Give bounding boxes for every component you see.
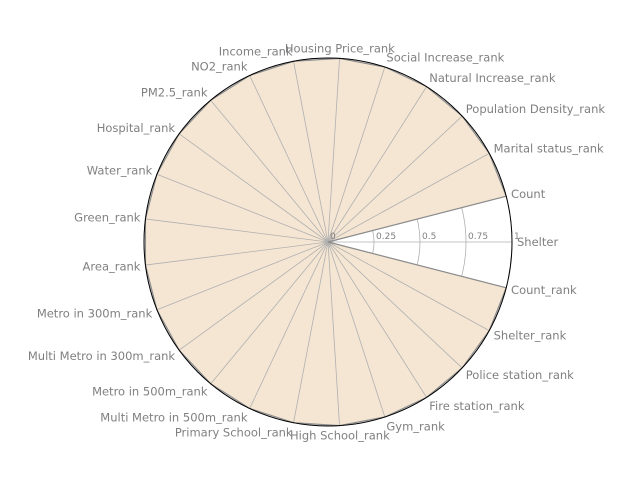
r-tick-label: 0.5 bbox=[422, 232, 436, 242]
grid-spoke bbox=[327, 66, 386, 243]
grid-spoke bbox=[210, 99, 329, 243]
outer-spine bbox=[143, 57, 513, 427]
grid-spoke bbox=[293, 241, 329, 423]
category-label: Primary School_rank bbox=[175, 426, 293, 440]
category-label: Natural Increase_rank bbox=[429, 71, 556, 85]
category-label: Multi Metro in 300m_rank bbox=[28, 349, 176, 363]
category-label: Fire station_rank bbox=[429, 399, 525, 413]
category-label: High School_rank bbox=[290, 429, 390, 443]
grid-spoke bbox=[327, 153, 490, 243]
category-label: Marital status_rank bbox=[494, 142, 604, 156]
category-label: Housing Price_rank bbox=[285, 41, 395, 55]
category-label: Metro in 500m_rank bbox=[92, 384, 208, 398]
grid-spoke bbox=[327, 241, 427, 398]
grid-spoke bbox=[327, 241, 490, 331]
category-label: Shelter bbox=[517, 235, 558, 249]
grid-spoke bbox=[145, 241, 329, 266]
grid-spoke bbox=[327, 58, 340, 243]
grid-spoke bbox=[145, 218, 329, 243]
category-label: Social Increase_rank bbox=[386, 50, 504, 64]
grid-spoke bbox=[156, 241, 329, 311]
r-tick-label: 0.25 bbox=[376, 232, 396, 242]
grid-spoke bbox=[293, 61, 329, 243]
category-label: Income_rank bbox=[219, 44, 293, 58]
category-label: Count bbox=[511, 187, 546, 201]
category-label: Water_rank bbox=[87, 164, 153, 178]
series-line bbox=[144, 57, 508, 427]
grid-spoke bbox=[327, 241, 463, 369]
category-label: Gym_rank bbox=[386, 420, 445, 434]
grid-spoke bbox=[249, 75, 329, 243]
category-label: PM2.5_rank bbox=[141, 86, 208, 100]
grid-spoke bbox=[327, 86, 427, 243]
grid-spoke bbox=[178, 133, 329, 243]
grid-spoke bbox=[249, 241, 329, 409]
category-label: Multi Metro in 500m_rank bbox=[100, 411, 248, 425]
grid-spoke bbox=[327, 115, 463, 243]
category-labels: Shelter Count Marital status_rank Populatio… bbox=[28, 41, 606, 442]
series-edge-layer bbox=[144, 57, 508, 427]
category-label: Population Density_rank bbox=[466, 102, 606, 116]
grid-spoke bbox=[178, 241, 329, 351]
category-label: Metro in 300m_rank bbox=[37, 306, 153, 320]
r-tick-labels: 0 0.25 0.5 0.75 1 bbox=[330, 232, 520, 242]
grid-spoke bbox=[156, 173, 329, 243]
category-label: NO2_rank bbox=[191, 59, 248, 73]
category-label: Police station_rank bbox=[466, 368, 574, 382]
grid-spoke bbox=[210, 241, 329, 385]
grid-spoke bbox=[327, 241, 386, 418]
r-tick-label: 1 bbox=[514, 232, 520, 242]
grid-spokes bbox=[145, 58, 512, 426]
r-tick-label: 0 bbox=[330, 232, 336, 242]
grid-spoke bbox=[327, 241, 340, 426]
category-label: Area_rank bbox=[83, 259, 141, 273]
r-tick-label: 0.75 bbox=[468, 232, 488, 242]
category-label: Count_rank bbox=[511, 283, 577, 297]
category-label: Shelter_rank bbox=[494, 328, 567, 342]
category-label: Green_rank bbox=[74, 211, 141, 225]
category-label: Hospital_rank bbox=[97, 121, 176, 135]
